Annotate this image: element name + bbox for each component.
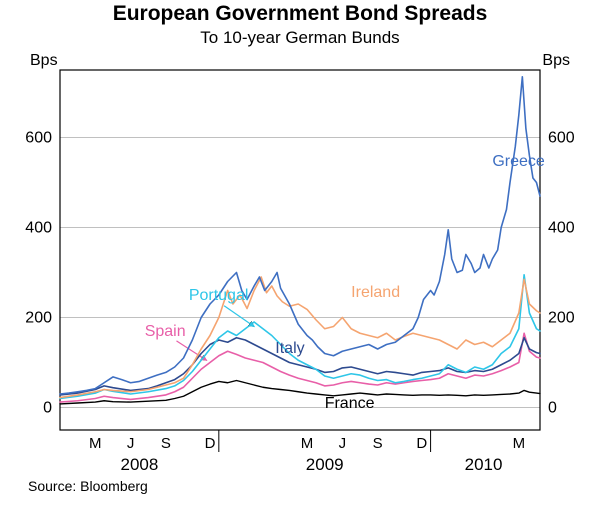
svg-text:M: M	[301, 435, 314, 452]
svg-text:S: S	[373, 435, 383, 452]
svg-text:400: 400	[548, 220, 575, 237]
svg-text:200: 200	[25, 310, 52, 327]
svg-text:0: 0	[548, 400, 557, 417]
plot-area: 0 0 200 200 400 400 600 600 M J S D M J S D M 2008 2009 201…	[0, 0, 600, 508]
bond-spreads-chart: European Government Bond Spreads To 10-y…	[0, 0, 600, 508]
series-label-france: France	[325, 395, 375, 413]
svg-text:D: D	[416, 435, 427, 452]
svg-text:D: D	[205, 435, 216, 452]
svg-text:600: 600	[25, 130, 52, 147]
svg-text:0: 0	[43, 400, 52, 417]
chart-source: Source: Bloomberg	[28, 478, 148, 494]
svg-text:S: S	[161, 435, 171, 452]
series-label-ireland: Ireland	[351, 284, 400, 302]
series-label-spain: Spain	[145, 323, 186, 341]
svg-text:2009: 2009	[306, 455, 344, 474]
svg-text:2010: 2010	[465, 455, 503, 474]
series-label-portugal: Portugal	[189, 287, 249, 305]
svg-text:J: J	[127, 435, 135, 452]
svg-text:2008: 2008	[120, 455, 158, 474]
svg-text:J: J	[339, 435, 347, 452]
svg-text:400: 400	[25, 220, 52, 237]
svg-text:200: 200	[548, 310, 575, 327]
svg-text:600: 600	[548, 130, 575, 147]
series-label-greece: Greece	[492, 153, 544, 171]
svg-text:M: M	[89, 435, 102, 452]
series-label-italy: Italy	[275, 340, 304, 358]
svg-text:M: M	[513, 435, 526, 452]
